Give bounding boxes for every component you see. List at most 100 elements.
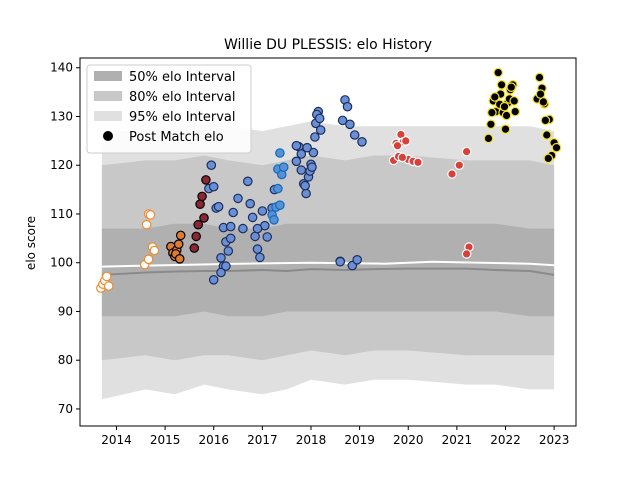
x-tick-label-2015: 2015	[150, 433, 181, 447]
match-point-7-25	[541, 130, 552, 140]
match-point-1-4	[173, 239, 184, 249]
match-point-5-14	[302, 142, 312, 153]
match-point-3-18	[255, 252, 265, 263]
match-point-7-18	[509, 96, 519, 106]
match-point-4-6	[278, 162, 289, 172]
match-point-2-1	[191, 231, 201, 242]
match-point-5-10	[315, 125, 326, 135]
legend-label-2: 95% elo Interval	[129, 110, 236, 125]
match-point-0-3	[101, 271, 112, 282]
match-point-6-12	[454, 160, 465, 170]
plot-frame	[79, 57, 577, 427]
match-point-5-12	[296, 149, 307, 159]
match-point-5-7	[308, 147, 319, 158]
match-point-7-11	[510, 106, 520, 117]
y-axis-label: elo score	[24, 216, 38, 270]
match-point-5-23	[342, 101, 353, 112]
match-point-7-1	[486, 119, 496, 130]
match-point-0-11	[143, 254, 154, 265]
reference-elo-line	[101, 260, 555, 268]
plot-area	[96, 67, 562, 400]
match-point-6-10	[397, 152, 408, 163]
match-point-4-8	[275, 200, 285, 210]
match-point-3-4	[213, 201, 224, 212]
match-point-7-20	[499, 101, 510, 112]
x-tick-label-2021: 2021	[442, 433, 473, 447]
legend-box	[86, 64, 252, 154]
match-point-2-6	[201, 175, 211, 185]
x-tick-label-2014: 2014	[101, 433, 132, 447]
match-point-3-1	[206, 160, 217, 170]
match-point-6-8	[413, 157, 423, 168]
y-tick-label-100: 100	[50, 256, 73, 270]
match-point-3-16	[250, 231, 260, 242]
match-point-6-9	[392, 140, 403, 151]
match-point-7-32	[540, 115, 551, 126]
y-tick-label-130: 130	[50, 109, 73, 123]
match-point-5-26	[352, 254, 362, 265]
legend: 50% elo Interval 80% elo Interval 95% elo …	[86, 64, 252, 154]
legend-swatch-1	[94, 91, 122, 101]
median-elo-line	[101, 267, 555, 276]
match-point-4-4	[275, 148, 285, 158]
match-point-3-13	[243, 176, 253, 187]
match-point-3-12	[238, 223, 248, 234]
match-point-0-6	[141, 219, 152, 230]
match-point-5-17	[310, 132, 320, 142]
match-point-7-19	[487, 107, 497, 118]
match-point-5-21	[337, 115, 348, 126]
match-point-5-16	[307, 162, 317, 172]
x-tick-label-2016: 2016	[198, 433, 229, 447]
match-point-7-0	[483, 133, 494, 144]
match-point-2-5	[199, 213, 209, 223]
legend-marker-3	[103, 131, 113, 141]
match-point-0-8	[145, 210, 156, 220]
match-point-3-10	[228, 207, 238, 218]
match-point-3-29	[252, 223, 263, 234]
axes: 2014 2015 2016 2017 2018 2019 2020 2021 2022 2023…	[50, 57, 577, 447]
match-point-5-19	[314, 113, 325, 124]
match-point-0-10	[149, 245, 160, 256]
y-tick-label-80: 80	[58, 353, 73, 367]
match-point-3-15	[247, 212, 258, 223]
y-tick-label-140: 140	[50, 61, 73, 75]
match-point-3-2	[208, 181, 219, 192]
match-point-3-27	[221, 261, 231, 271]
y-tick-label-110: 110	[50, 207, 73, 221]
match-point-2-2	[193, 219, 203, 230]
match-point-1-5	[175, 230, 186, 241]
x-tick-label-2017: 2017	[247, 433, 278, 447]
match-point-7-15	[501, 110, 512, 121]
match-point-7-14	[496, 80, 507, 90]
match-point-5-11	[291, 140, 302, 151]
x-tick-label-2020: 2020	[393, 433, 424, 447]
match-point-3-24	[208, 274, 219, 285]
match-point-5-28	[335, 256, 345, 267]
legend-label-1: 80% elo Interval	[129, 90, 236, 105]
match-point-5-2	[296, 165, 307, 175]
match-point-4-1	[269, 215, 279, 225]
match-point-7-7	[500, 124, 511, 134]
chart-title: Willie DU PLESSIS: elo History	[224, 37, 432, 53]
match-point-5-13	[300, 180, 310, 191]
match-point-3-8	[223, 246, 234, 256]
match-point-3-14	[245, 198, 255, 209]
match-point-5-4	[301, 188, 311, 199]
legend-label-0: 50% elo Interval	[129, 70, 236, 85]
match-point-3-17	[252, 244, 263, 254]
match-point-7-17	[506, 82, 517, 92]
match-point-3-9	[225, 233, 236, 244]
match-point-3-28	[225, 221, 236, 232]
match-point-6-5	[400, 136, 411, 146]
match-point-3-5	[216, 252, 226, 263]
match-point-3-21	[262, 232, 272, 242]
legend-swatch-2	[94, 111, 122, 121]
match-point-4-7	[273, 183, 283, 194]
match-point-7-33	[543, 153, 554, 164]
match-point-5-24	[345, 119, 355, 130]
match-point-5-27	[357, 137, 367, 147]
x-tick-label-2018: 2018	[296, 433, 327, 447]
match-point-1-7	[174, 253, 185, 264]
match-point-0-4	[103, 281, 114, 291]
match-point-7-12	[489, 92, 500, 102]
